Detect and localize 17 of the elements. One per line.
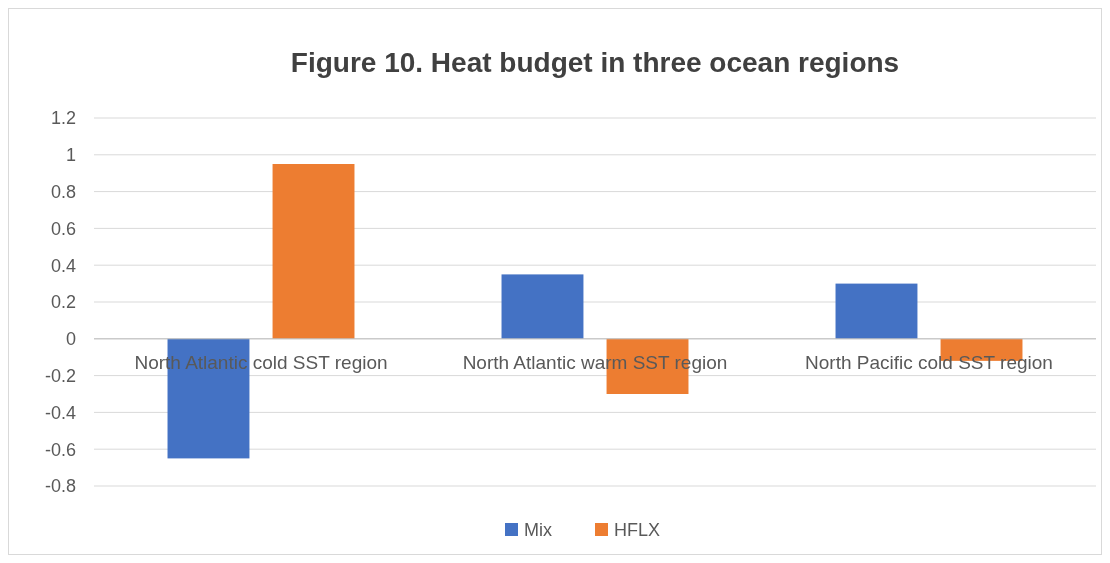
y-tick-label: 0.2 [50, 292, 76, 313]
bar [272, 164, 355, 339]
y-tick-label: 0.4 [50, 255, 76, 276]
y-tick-label: -0.8 [44, 476, 76, 497]
legend-label: HFLX [614, 520, 661, 541]
y-tick-label: -0.2 [44, 365, 76, 386]
y-tick-label: 0.6 [50, 218, 76, 239]
y-tick-label: 1 [65, 145, 76, 166]
bar [835, 283, 918, 339]
y-tick-label: 0 [65, 329, 76, 350]
chart-title: Figure 10. Heat budget in three ocean regions [290, 47, 900, 78]
y-tick-label: -0.4 [44, 402, 76, 423]
bar [501, 274, 584, 339]
y-tick-label: -0.6 [44, 439, 76, 460]
legend-label: Mix [524, 520, 552, 541]
y-tick-label: 0.8 [50, 181, 76, 202]
y-tick-label: 1.2 [50, 108, 76, 129]
